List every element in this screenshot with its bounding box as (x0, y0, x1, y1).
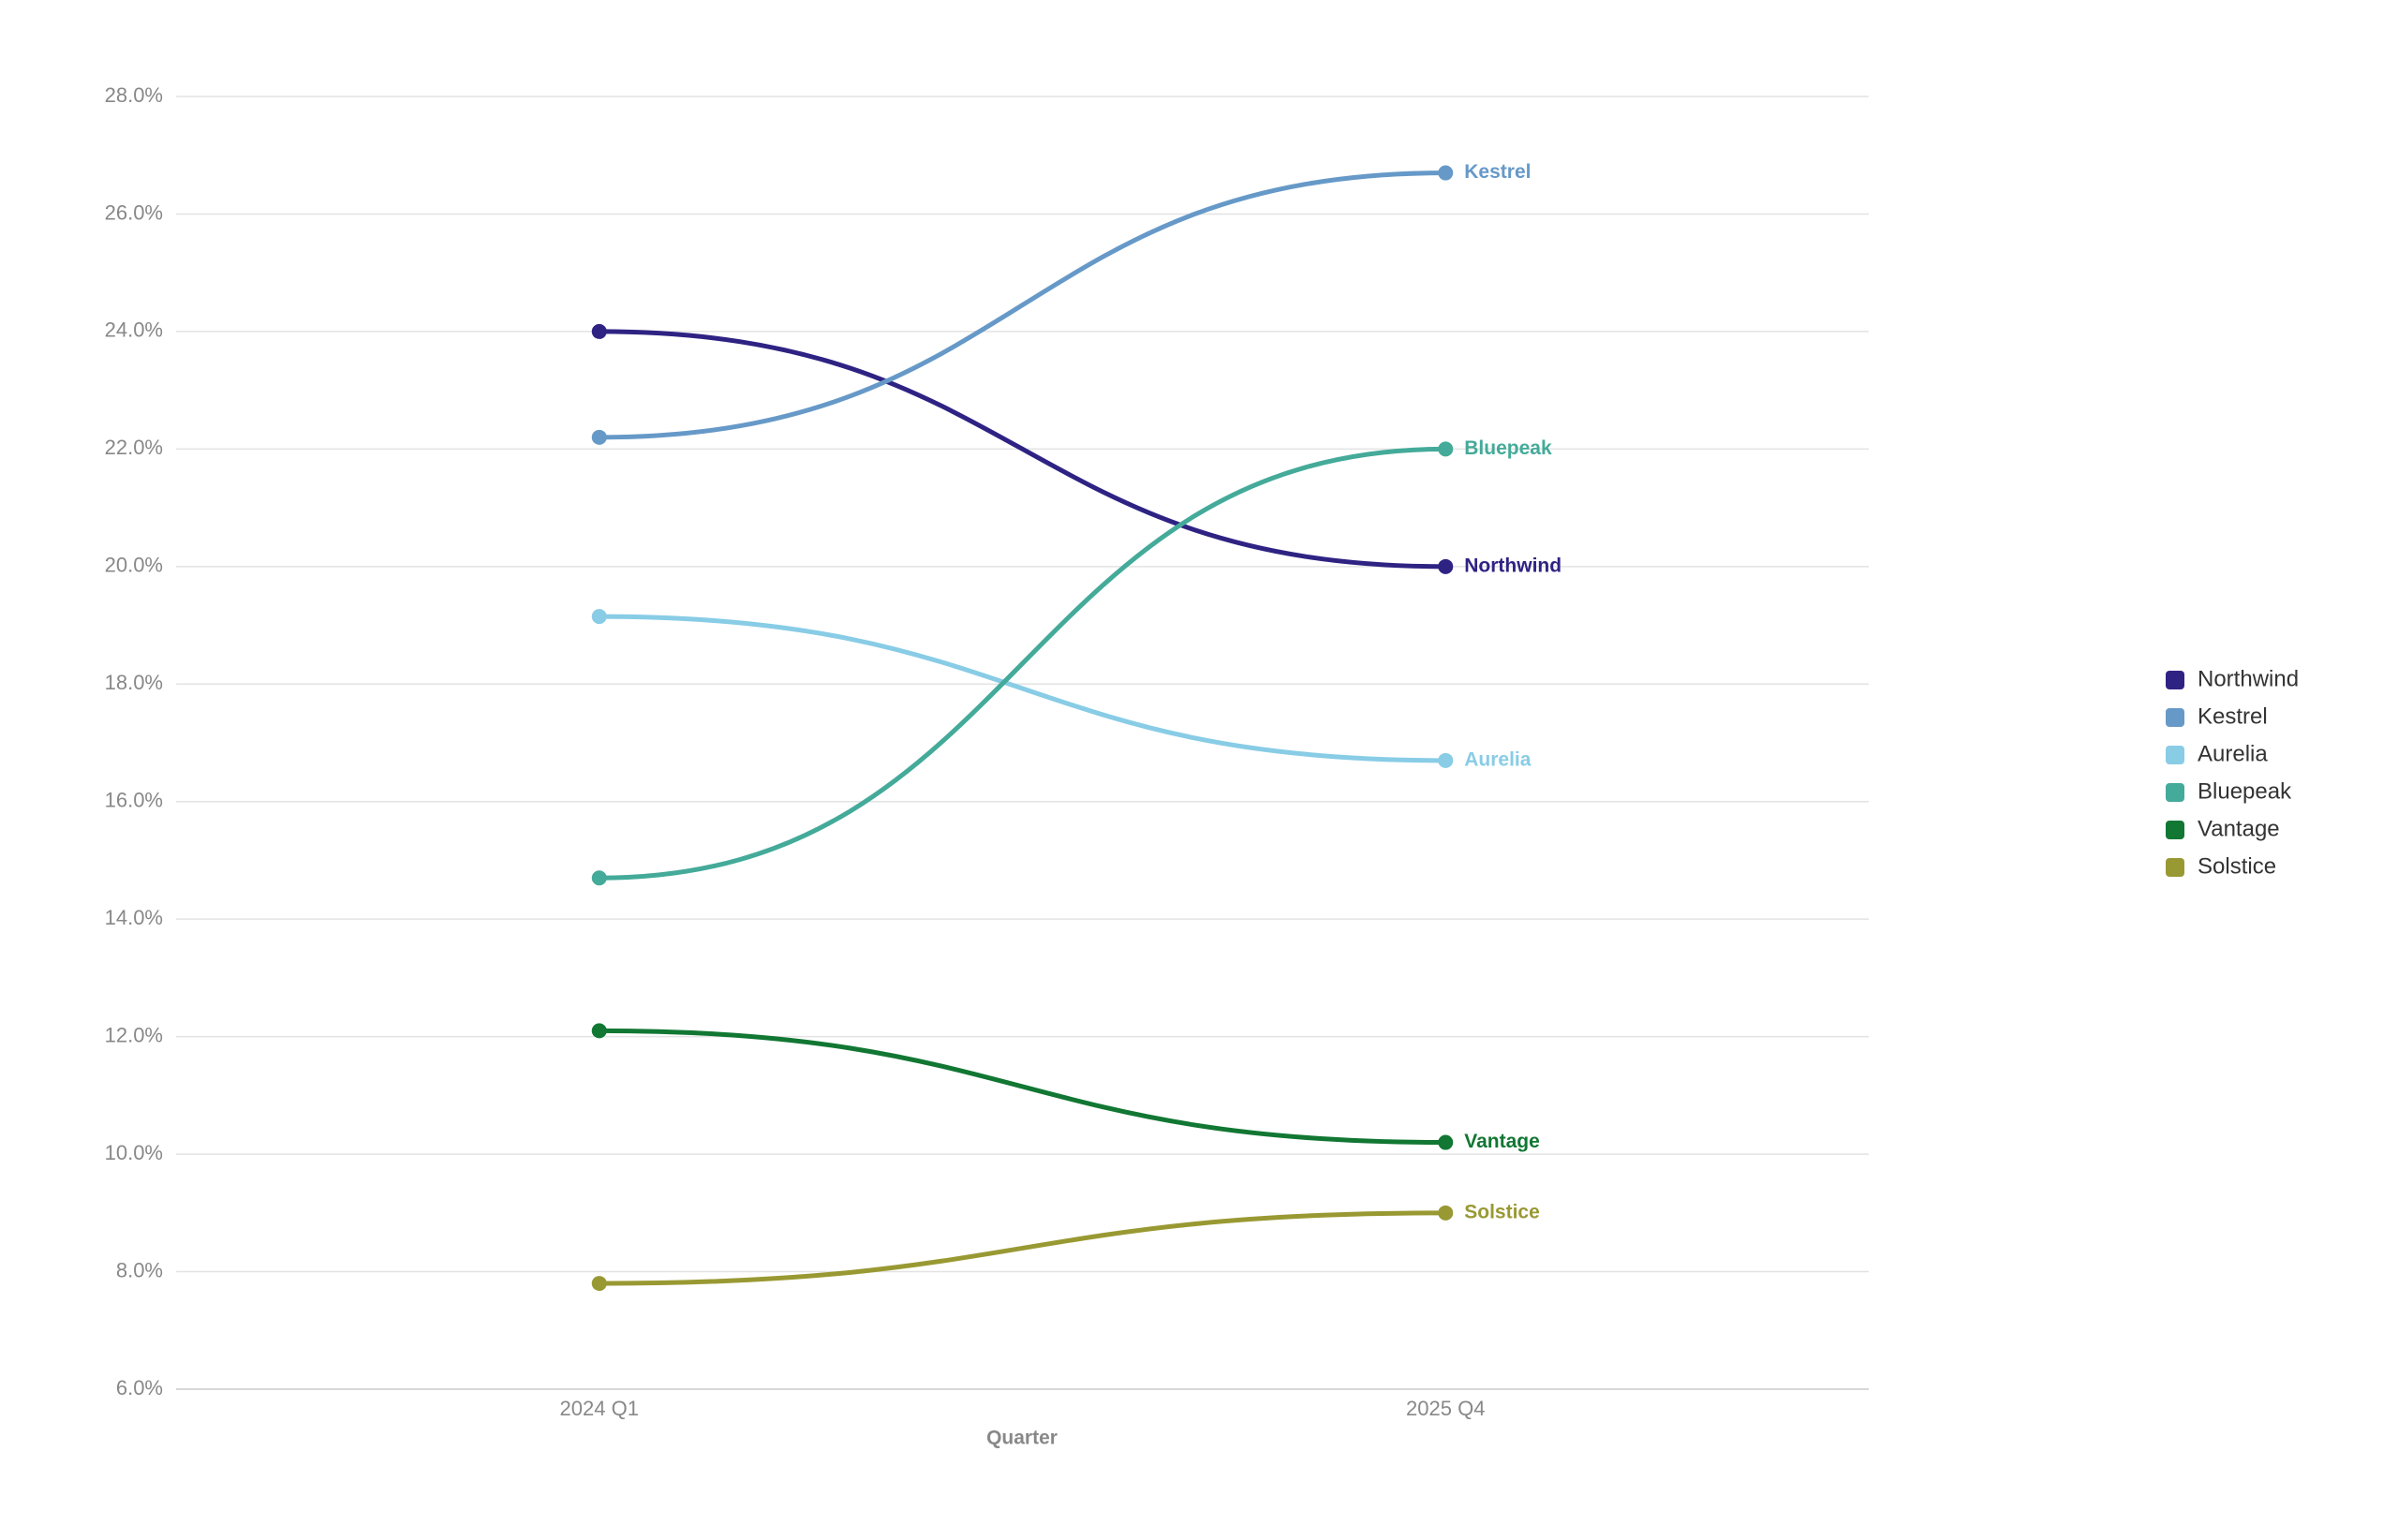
y-tick-label: 6.0% (116, 1376, 163, 1399)
y-tick-label: 8.0% (116, 1258, 163, 1281)
y-tick-label: 10.0% (105, 1141, 163, 1164)
series-line (599, 1210, 1446, 1286)
legend-label: Bluepeak (2198, 778, 2292, 804)
data-point (1438, 558, 1454, 574)
y-tick-label: 24.0% (105, 318, 163, 342)
series-line (599, 446, 1446, 881)
legend-swatch (2166, 783, 2184, 802)
y-tick-label: 14.0% (105, 906, 163, 929)
series-line (599, 329, 1446, 570)
data-point (591, 323, 607, 339)
series-line (599, 170, 1446, 440)
x-axis-title: Quarter (986, 1428, 1058, 1449)
y-tick-label: 12.0% (105, 1023, 163, 1046)
legend-label: Vantage (2198, 816, 2280, 841)
data-point (591, 429, 607, 445)
legend-swatch (2166, 708, 2184, 727)
x-tick-label: 2025 Q4 (1406, 1397, 1485, 1420)
data-point (1438, 1134, 1454, 1150)
end-label: Aurelia (1464, 748, 1532, 770)
legend-swatch (2166, 746, 2184, 764)
legend-label: Northwind (2198, 666, 2299, 691)
legend-label: Kestrel (2198, 703, 2268, 729)
end-label: Bluepeak (1464, 437, 1552, 459)
y-tick-label: 28.0% (105, 83, 163, 107)
legend-swatch (2166, 858, 2184, 877)
data-point (1438, 165, 1454, 181)
series-line (599, 1028, 1446, 1146)
series-line (599, 614, 1446, 763)
end-label: Northwind (1464, 555, 1562, 576)
data-point (591, 1023, 607, 1039)
y-tick-label: 22.0% (105, 436, 163, 459)
end-label: Solstice (1464, 1201, 1540, 1222)
data-point (591, 609, 607, 625)
data-point (1438, 752, 1454, 768)
x-tick-label: 2024 Q1 (560, 1397, 639, 1420)
legend-swatch (2166, 671, 2184, 689)
data-point (591, 870, 607, 886)
end-label: Vantage (1464, 1131, 1540, 1152)
y-tick-label: 20.0% (105, 554, 163, 577)
legend-label: Aurelia (2198, 741, 2268, 766)
data-point (591, 1276, 607, 1292)
y-tick-label: 16.0% (105, 789, 163, 812)
y-tick-label: 26.0% (105, 200, 163, 224)
end-label: Kestrel (1464, 161, 1531, 183)
data-point (1438, 1205, 1454, 1221)
legend-label: Solstice (2198, 853, 2276, 879)
legend-swatch (2166, 821, 2184, 839)
y-tick-label: 18.0% (105, 671, 163, 694)
data-point (1438, 441, 1454, 457)
